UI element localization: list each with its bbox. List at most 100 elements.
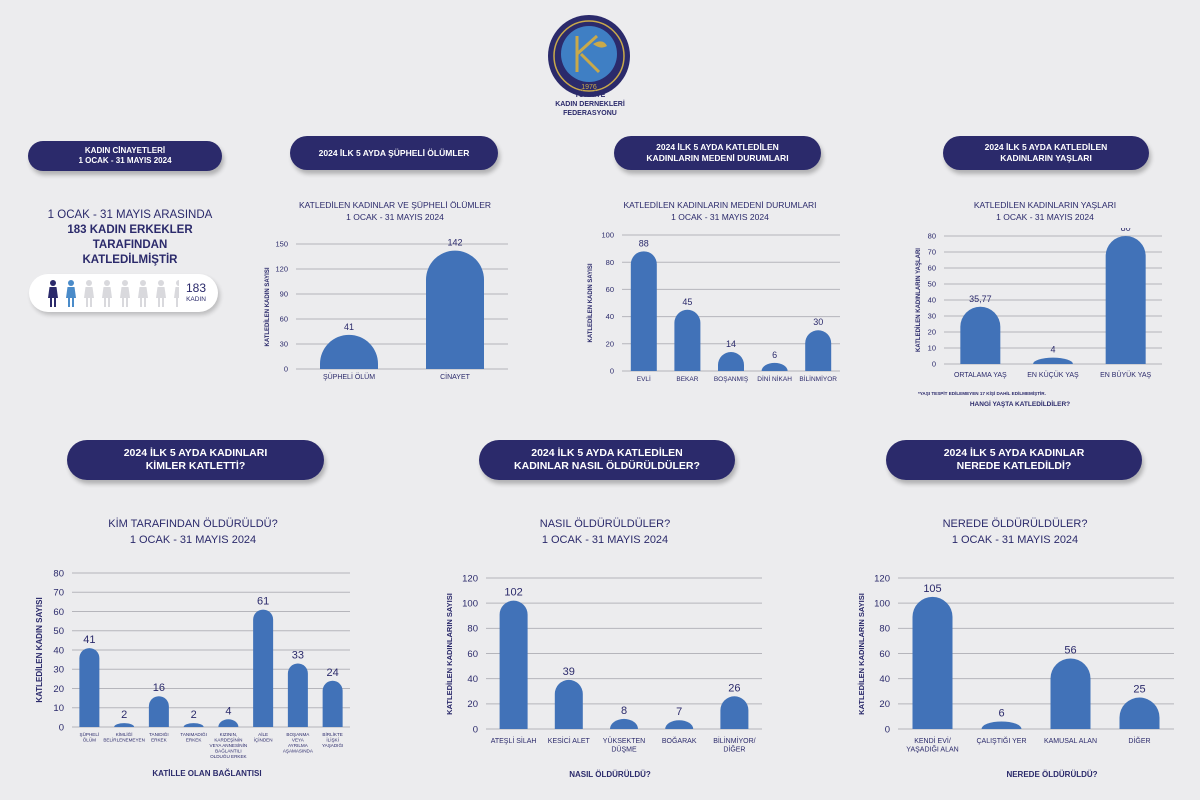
- x-tick-label: BİLİNMİYOR/DİĞER: [713, 736, 755, 753]
- y-tick-label: 20: [467, 699, 478, 710]
- bar: [183, 723, 204, 727]
- woman-icon: [174, 280, 179, 307]
- y-tick-label: 0: [473, 724, 478, 735]
- header-nerede-text: 2024 İLK 5 AYDA KADINLAR NEREDE KATLEDİL…: [943, 446, 1085, 472]
- chart-nasil: 0 20 40 60 80 100 120 KATLEDİLEN KADINLARIN SAY…: [445, 573, 762, 779]
- woman-icon: [102, 280, 112, 307]
- x-tick-label: BEKAR: [676, 376, 698, 383]
- x-tick-label: CİNAYET: [440, 372, 471, 381]
- chart-title-supheli: KATLEDİLEN KADINLAR VE ŞÜPHELİ ÖLÜMLER 1…: [298, 200, 492, 223]
- bar: [1119, 697, 1160, 729]
- bar-value-label: 30: [813, 317, 823, 327]
- x-axis-label: NASIL ÖLDÜRÜLDÜ?: [569, 770, 651, 779]
- y-tick-label: 120: [874, 573, 890, 584]
- chart-yaslar: 0 10 20 30 40 50 60 70 80 KATLEDİLEN KADINLARIN Y…: [915, 228, 1162, 408]
- bar: [426, 250, 484, 369]
- x-tick-label: ORTALAMA YAŞ: [954, 372, 1007, 379]
- y-tick-label: 120: [275, 265, 288, 274]
- x-tick-label: KESİCİ ALET: [548, 736, 591, 745]
- chart-title-nasil: NASIL ÖLDÜRÜLDÜLER? 1 OCAK - 31 MAYIS 20…: [539, 518, 671, 546]
- y-tick-label: 20: [928, 328, 936, 337]
- x-tick-label: EN KÜÇÜK YAŞ: [1027, 371, 1079, 379]
- y-tick-label: 20: [606, 339, 614, 348]
- y-tick-label: 0: [284, 365, 288, 374]
- y-axis-label: KATLEDİLEN KADIN SAYISI: [587, 263, 594, 342]
- x-tick-label: ŞÜPHELİ ÖLÜM: [323, 372, 375, 381]
- woman-icon: [156, 280, 166, 307]
- y-tick-label: 80: [879, 624, 890, 635]
- chart-title-kimler: KİM TARAFINDAN ÖLDÜRÜLDÜ? 1 OCAK - 31 MA…: [108, 518, 278, 546]
- y-tick-label: 30: [53, 665, 64, 676]
- y-tick-label: 10: [53, 703, 64, 714]
- y-tick-label: 70: [53, 588, 64, 599]
- bar: [960, 306, 1001, 364]
- x-tick-label: BİLİNMİYOR: [799, 374, 837, 383]
- header-yaslar: 2024 İLK 5 AYDA KATLEDİLEN KADINLARIN YA…: [943, 136, 1149, 170]
- x-tick-label: ATEŞLİ SİLAH: [491, 736, 537, 745]
- bar-value-label: 14: [726, 339, 736, 349]
- bar: [218, 719, 239, 727]
- bar: [630, 251, 657, 371]
- bar: [148, 696, 169, 727]
- summary-line3: KATLEDİLMİŞTİR: [82, 253, 178, 266]
- x-axis-label: HANGİ YAŞTA KATLEDİLDİLER?: [970, 400, 1070, 408]
- logo-emblem: 1976: [548, 15, 630, 97]
- summary-text: 1 OCAK - 31 MAYIS ARASINDA 183 KADIN ERK…: [30, 208, 230, 268]
- bar: [320, 334, 378, 369]
- header-cinayetler: KADIN CİNAYETLERİ 1 OCAK - 31 MAYIS 2024: [28, 141, 222, 171]
- woman-icon: [84, 280, 94, 307]
- bar: [912, 596, 953, 729]
- y-tick-label: 150: [275, 240, 288, 249]
- bar-value-label: 25: [1133, 684, 1145, 696]
- bar-value-label: 142: [447, 238, 462, 248]
- bar-value-label: 6: [772, 350, 777, 360]
- people-count: 183: [185, 281, 207, 295]
- bar-value-label: 45: [682, 297, 692, 307]
- y-tick-label: 0: [610, 367, 614, 376]
- header-kimler: 2024 İLK 5 AYDA KADINLARI KİMLER KATLETT…: [67, 440, 324, 480]
- bar-value-label: 2: [191, 709, 197, 721]
- y-tick-label: 40: [53, 645, 64, 656]
- y-tick-label: 60: [53, 607, 64, 618]
- header-nasil: 2024 İLK 5 AYDA KATLEDİLEN KADINLAR NASI…: [479, 440, 735, 480]
- x-tick-label: DİĞER: [1128, 736, 1150, 745]
- bar-value-label: 4: [1050, 345, 1055, 355]
- y-tick-label: 20: [879, 699, 890, 710]
- y-tick-label: 50: [928, 280, 936, 289]
- woman-icon: [66, 280, 76, 307]
- bar-value-label: 102: [504, 587, 522, 599]
- x-tick-label: AİLE İÇİNDEN: [254, 731, 273, 743]
- y-tick-label: 100: [462, 598, 478, 609]
- bar: [718, 351, 744, 371]
- x-tick-label: KAMUSAL ALAN: [1044, 738, 1097, 745]
- y-tick-label: 90: [280, 290, 288, 299]
- bar-value-label: 88: [639, 238, 649, 248]
- chart-note: *YAŞI TESPİT EDİLEMEYEN 17 KİŞİ DAHİL ED…: [918, 390, 1046, 396]
- y-tick-label: 40: [879, 674, 890, 685]
- x-axis-label: NEREDE ÖLDÜRÜLDÜ?: [1006, 770, 1097, 779]
- bar-value-label: 33: [292, 649, 304, 661]
- summary-line2: 183 KADIN ERKEKLER TARAFINDAN: [67, 223, 193, 251]
- bar: [981, 721, 1022, 729]
- header-nerede: 2024 İLK 5 AYDA KADINLAR NEREDE KATLEDİL…: [886, 440, 1142, 480]
- federation-logo: 1976: [547, 14, 631, 98]
- x-tick-label: ÇALIŞTIĞI YER: [976, 736, 1026, 745]
- org-name-line1: TÜRKİYE: [574, 92, 606, 99]
- x-tick-label: KİMLİĞİ BELİRLENEMEYEN: [103, 731, 145, 743]
- y-tick-label: 60: [280, 315, 288, 324]
- logo-year: 1976: [581, 84, 597, 91]
- header-supheli: 2024 İLK 5 AYDA ŞÜPHELİ ÖLÜMLER: [290, 136, 498, 170]
- bar-value-label: 61: [257, 596, 269, 608]
- bar: [1105, 236, 1146, 364]
- chart-nerede: 0 20 40 60 80 100 120 KATLEDİLEN KADINLARIN SAY…: [857, 573, 1174, 779]
- header-supheli-text: 2024 İLK 5 AYDA ŞÜPHELİ ÖLÜMLER: [318, 147, 470, 158]
- x-tick-label: KIZININ, KARDEŞİNİN VEYA ANNESİNİN BAĞLANTI…: [210, 732, 248, 759]
- header-medeni-text: 2024 İLK 5 AYDA KATLEDİLEN KADINLARIN ME…: [646, 142, 789, 163]
- bar-value-label: 105: [923, 583, 941, 595]
- y-axis-label: KATLEDİLEN KADINLARIN SAYISI: [445, 593, 454, 715]
- org-name-line3: FEDERASYONU: [563, 109, 617, 117]
- y-axis-label: KATLEDİLEN KADIN SAYISI: [264, 267, 271, 346]
- bar-value-label: 2: [121, 709, 127, 721]
- y-tick-label: 80: [606, 258, 614, 267]
- y-tick-label: 30: [928, 312, 936, 321]
